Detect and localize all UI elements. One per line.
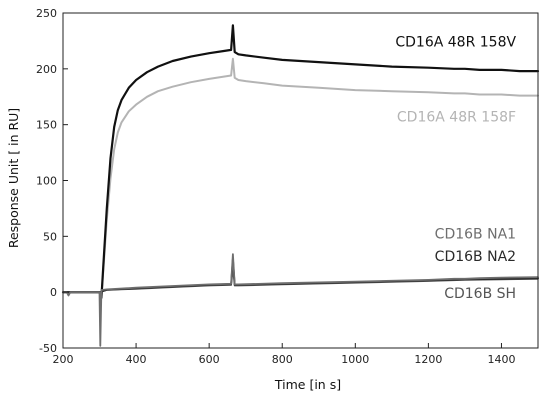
series-label-cd16b-na1: CD16B NA1 <box>435 227 516 243</box>
y-tick-label: 200 <box>36 63 57 76</box>
y-tick-label: -50 <box>39 342 57 355</box>
series-labels-group: CD16A 48R 158V CD16A 48R 158F CD16B NA1 CD1… <box>395 35 516 302</box>
series-line-cd16a-48r-158f <box>62 57 539 299</box>
x-tick-label: 1200 <box>414 353 442 366</box>
series-line-cd16a-48r-158v <box>61 24 540 299</box>
x-tick-label: 400 <box>126 353 147 366</box>
series-label-cd16a-48r-158v: CD16A 48R 158V <box>395 35 516 51</box>
axes-group: 200 400 600 800 1000 1200 1400 -50 0 50 100 150 200 2… <box>36 7 539 366</box>
y-tick-label: 100 <box>36 175 57 188</box>
series-line-cd16b-na1 <box>62 253 539 347</box>
y-axis-title: Response Unit [ in RU] <box>6 108 21 248</box>
x-tick-label: 800 <box>272 353 293 366</box>
series-label-cd16b-sh: CD16B SH <box>444 286 516 302</box>
y-tick-label: 150 <box>36 119 57 132</box>
series-label-cd16b-na2: CD16B NA2 <box>435 249 516 265</box>
x-axis-title: Time [in s] <box>274 377 341 392</box>
x-tick-label: 1000 <box>341 353 369 366</box>
y-tick-label: 250 <box>36 7 57 20</box>
x-tick-label: 200 <box>53 353 74 366</box>
y-tick-label: 50 <box>43 230 57 243</box>
x-tick-label: 1400 <box>487 353 515 366</box>
series-label-cd16a-48r-158f: CD16A 48R 158F <box>397 109 516 125</box>
x-tick-label: 600 <box>199 353 220 366</box>
plot-series-group <box>61 24 540 347</box>
y-tick-label: 0 <box>50 286 57 299</box>
